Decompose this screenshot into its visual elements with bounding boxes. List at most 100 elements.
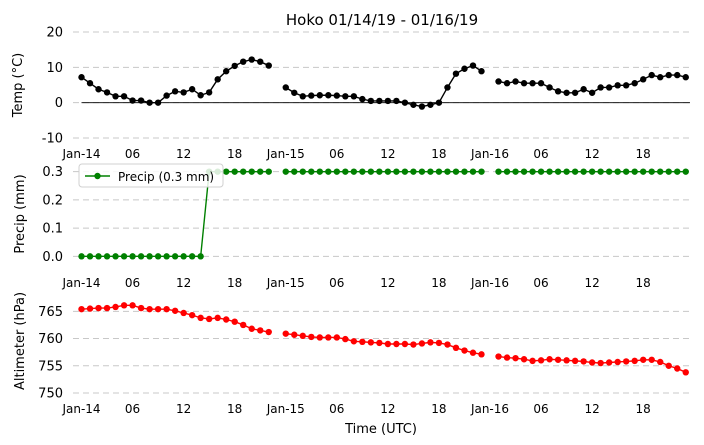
temp-data-point [325, 92, 332, 99]
altimeter-data-point [282, 330, 289, 337]
altimeter-data-point [588, 359, 596, 366]
precip-data-point [222, 168, 230, 175]
precip-data-point [333, 168, 341, 175]
altimeter-data-point [342, 335, 349, 343]
precip-data-point [103, 253, 111, 260]
altimeter-data-point [622, 358, 630, 365]
temp-data-point [495, 78, 502, 85]
altimeter-data-point [146, 305, 153, 313]
temp-ytick-label: -10 [42, 132, 63, 147]
temp-data-point [197, 92, 204, 99]
temp-ytick-label: 0 [55, 96, 63, 111]
precip-data-point [154, 253, 162, 260]
temp-data-point [657, 74, 664, 81]
temp-data-point [333, 92, 341, 99]
temp-data-point [205, 89, 213, 96]
precip-xtick-label: 18 [431, 276, 446, 290]
temp-data-point [393, 97, 400, 105]
temp-data-point [614, 82, 621, 89]
altimeter-data-point [657, 358, 664, 366]
altimeter-xtick-label: Jan-16 [470, 402, 509, 416]
precip-data-point [495, 168, 502, 175]
altimeter-data-point [163, 305, 170, 313]
temp-data-point [163, 92, 170, 99]
altimeter-data-point [214, 314, 221, 322]
temp-xtick-label: 12 [380, 147, 395, 161]
altimeter-data-point [529, 357, 536, 365]
altimeter-data-point [291, 331, 298, 338]
temp-data-point [622, 82, 630, 89]
altimeter-data-point [240, 321, 247, 329]
precip-xtick-label: Jan-15 [266, 276, 305, 290]
precip-data-point [171, 253, 179, 260]
altimeter-data-point [435, 339, 443, 347]
altimeter-data-point [495, 353, 502, 360]
temp-xtick-label: 06 [329, 147, 344, 161]
altimeter-data-point [325, 334, 332, 341]
altimeter-data-point [503, 354, 511, 361]
legend-label: Precip (0.3 mm) [118, 170, 214, 184]
altimeter-data-point [401, 340, 409, 348]
precip-data-point [529, 168, 536, 175]
temp-data-point [129, 97, 136, 104]
temp-data-point [605, 84, 613, 91]
temp-data-point [248, 56, 255, 63]
precip-data-point [376, 168, 383, 175]
precip-data-point [78, 253, 85, 260]
altimeter-data-point [563, 357, 570, 364]
precip-axis-label: Precip (mm) [13, 174, 28, 253]
temp-data-point [231, 62, 238, 70]
temp-data-point [631, 80, 638, 87]
altimeter-data-point [95, 304, 102, 312]
altimeter-xtick-label: 12 [584, 402, 599, 416]
precip-data-point [554, 168, 562, 175]
altimeter-data-point [418, 340, 426, 347]
precip-data-point [469, 168, 477, 175]
precip-data-point [631, 168, 638, 175]
precip-data-point [427, 168, 434, 175]
altimeter-xtick-label: 18 [227, 402, 242, 416]
temp-ytick-label: 20 [46, 26, 63, 41]
precip-data-point [367, 168, 375, 175]
temp-data-point [588, 89, 596, 96]
altimeter-data-point [222, 316, 230, 323]
temp-series-line [81, 58, 270, 104]
altimeter-data-point [580, 358, 587, 365]
temp-data-point [537, 80, 545, 87]
precip-data-point [342, 168, 349, 175]
temp-data-point [291, 89, 298, 96]
precip-xtick-label: 06 [329, 276, 344, 290]
temp-xtick-label: 12 [584, 147, 599, 161]
temp-data-point [146, 99, 153, 106]
temp-data-point [546, 84, 553, 91]
legend-marker-swatch [94, 172, 101, 180]
precip-data-point [674, 168, 681, 175]
temp-xtick-label: 18 [431, 147, 446, 161]
precip-xtick-label: 18 [227, 276, 242, 290]
temp-data-point [384, 97, 392, 105]
altimeter-xtick-label: 18 [431, 402, 446, 416]
temp-data-point [674, 71, 681, 79]
precip-xtick-label: 12 [176, 276, 191, 290]
precip-data-point [384, 168, 392, 175]
temp-data-point [112, 93, 119, 100]
altimeter-data-point [367, 339, 375, 346]
altimeter-data-point [665, 362, 672, 369]
altimeter-data-point [359, 338, 366, 346]
altimeter-data-point [571, 357, 579, 365]
precip-ytick-label: 0.3 [42, 165, 63, 180]
temp-xtick-label: Jan-14 [61, 147, 100, 161]
temp-xtick-label: 06 [125, 147, 140, 161]
altimeter-xtick-label: 12 [176, 402, 191, 416]
altimeter-data-point [384, 340, 392, 348]
precip-data-point [95, 253, 102, 260]
altimeter-data-point [639, 356, 647, 363]
altimeter-data-point [78, 305, 85, 313]
precip-data-point [299, 168, 306, 175]
altimeter-data-point [231, 318, 238, 325]
altimeter-xtick-label: Jan-14 [61, 402, 100, 416]
precip-xtick-label: 06 [125, 276, 140, 290]
altimeter-data-point [469, 349, 477, 356]
temp-data-point [512, 78, 519, 85]
altimeter-data-point [316, 334, 323, 341]
